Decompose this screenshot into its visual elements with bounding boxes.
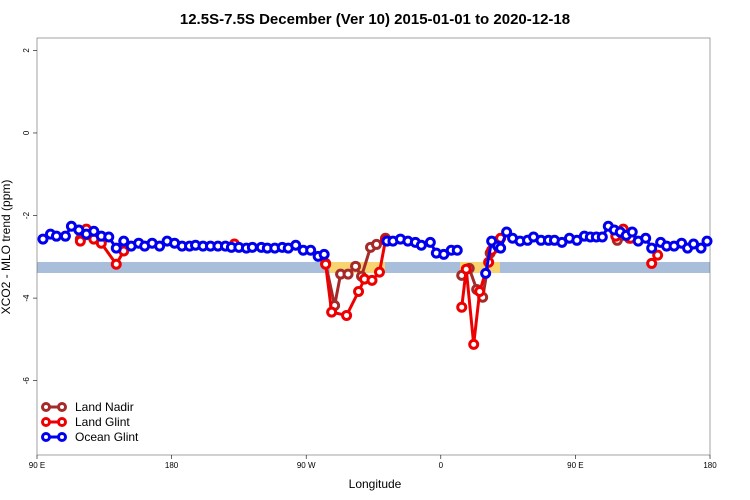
legend-marker <box>41 432 51 442</box>
legend-marker <box>41 402 51 412</box>
data-point <box>246 241 258 253</box>
data-point <box>646 257 658 269</box>
data-point <box>341 309 353 321</box>
data-point <box>695 242 707 254</box>
x-tick-label: 90 E <box>567 461 583 470</box>
data-point <box>118 235 130 247</box>
legend-marker <box>57 402 67 412</box>
data-point <box>88 225 100 237</box>
legend-label: Land Glint <box>75 415 130 429</box>
data-point <box>495 242 507 254</box>
data-point <box>342 268 354 280</box>
chart-title: 12.5S-7.5S December (Ver 10) 2015-01-01 … <box>180 11 570 28</box>
x-tick-label: 90 E <box>29 461 45 470</box>
data-point <box>474 286 486 298</box>
x-tick-label: 0 <box>439 461 444 470</box>
data-point <box>646 242 658 254</box>
data-point <box>103 231 115 243</box>
data-point <box>626 226 638 238</box>
data-point <box>460 263 472 275</box>
x-tick-label: 180 <box>703 461 717 470</box>
y-tick-label: 2 <box>22 48 31 53</box>
data-point <box>305 244 317 256</box>
x-tick-label: 180 <box>165 461 179 470</box>
data-point <box>318 248 330 260</box>
legend-marker <box>57 417 67 427</box>
data-point <box>110 258 122 270</box>
data-point <box>37 233 49 245</box>
data-point <box>110 242 122 254</box>
data-point <box>640 232 652 244</box>
data-point <box>501 226 513 238</box>
y-tick-label: -6 <box>22 377 31 385</box>
plot-frame <box>36 37 711 456</box>
data-point <box>320 258 332 270</box>
data-point <box>451 244 463 256</box>
y-axis-label: XCO2 - MLO trend (ppm) <box>0 180 13 315</box>
data-point <box>480 267 492 279</box>
data-point <box>468 338 480 350</box>
data-point <box>373 266 385 278</box>
data-point <box>701 235 713 247</box>
legend-marker <box>41 417 51 427</box>
y-tick-label: 0 <box>22 130 31 135</box>
data-point <box>353 286 365 298</box>
y-tick-label: -4 <box>22 294 31 302</box>
data-point <box>350 260 362 272</box>
data-point <box>50 230 62 242</box>
legend-label: Ocean Glint <box>75 430 139 444</box>
data-point <box>74 235 86 247</box>
data-point <box>326 306 338 318</box>
legend-marker <box>57 432 67 442</box>
data-point <box>366 274 378 286</box>
data-point <box>456 301 468 313</box>
y-tick-label: -2 <box>22 211 31 219</box>
data-point <box>596 231 608 243</box>
legend-label: Land Nadir <box>75 400 134 414</box>
x-axis-label: Longitude <box>349 477 402 491</box>
x-tick-label: 90 W <box>297 461 316 470</box>
data-point <box>652 249 664 261</box>
data-point <box>424 236 436 248</box>
data-point <box>59 230 71 242</box>
data-point <box>290 239 302 251</box>
data-point <box>370 238 382 250</box>
background-band-patch <box>460 262 500 273</box>
data-point <box>154 240 166 252</box>
data-point <box>415 239 427 251</box>
